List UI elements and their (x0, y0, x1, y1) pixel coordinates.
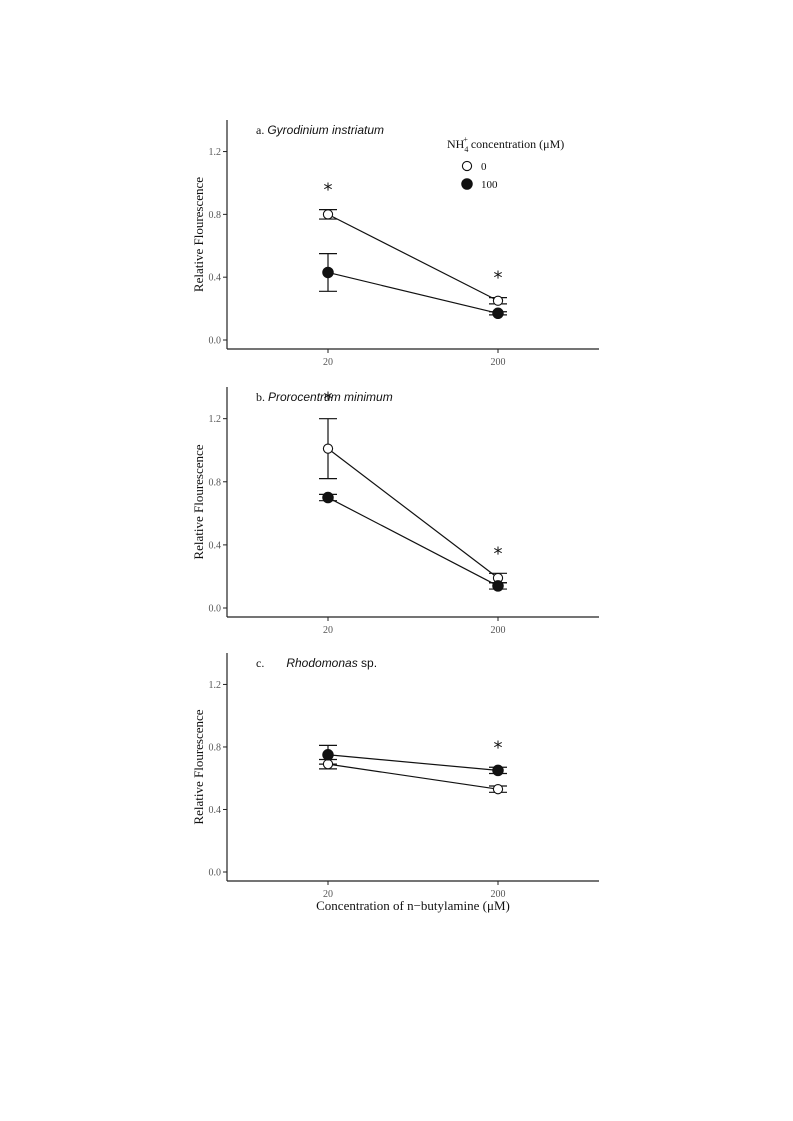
y-tick-label: 0.8 (209, 742, 222, 753)
legend-title: NH4+ concentration (μM) (447, 135, 564, 154)
data-point-100 (492, 580, 504, 592)
panel-label: b. (256, 390, 268, 404)
x-tick-label: 20 (323, 357, 333, 368)
significance-star: * (494, 268, 503, 289)
y-tick-label: 0.8 (209, 477, 222, 488)
data-point-0 (492, 784, 504, 795)
series-line-100 (327, 754, 499, 772)
y-tick-label: 1.2 (209, 680, 222, 691)
y-axis-label: Relative Flourescence (191, 444, 206, 559)
x-tick-label: 200 (491, 625, 506, 636)
chart-panel-1: 0.0 0.4 0.8 1.2 20 200 Relative Flourescence a.… (191, 120, 599, 368)
legend-label-100: 100 (481, 179, 498, 191)
legend-title-subscript: 4 (464, 145, 468, 154)
chart-panel-3: 0.0 0.4 0.8 1.2 20 200 Relative Flourescence c.… (191, 653, 599, 913)
significance-star: * (324, 389, 333, 410)
y-tick-label: 0.8 (209, 210, 222, 221)
y-tick-label: 0.4 (209, 540, 222, 551)
data-point-0 (492, 295, 504, 306)
x-tick-label: 200 (491, 357, 506, 368)
x-tick-label: 20 (323, 625, 333, 636)
series-line-100 (327, 497, 499, 587)
y-tick-label: 1.2 (209, 147, 222, 158)
y-tick-label: 0.4 (209, 805, 222, 816)
panel-title: b. Prorocentrum minimum (256, 390, 393, 404)
data-point-0 (322, 759, 334, 770)
legend-title-suffix: concentration (μM) (468, 137, 564, 151)
panel-label: a. (256, 123, 267, 137)
legend-label-0: 0 (481, 161, 487, 173)
chart-panel-2: 0.0 0.4 0.8 1.2 20 200 Relative Flourescence b.… (191, 387, 599, 636)
data-point-100 (322, 749, 334, 761)
significance-star: * (324, 180, 333, 201)
series-line-0 (327, 448, 499, 579)
y-tick-label: 0.0 (209, 336, 222, 347)
species-name: Rhodomonas (286, 656, 357, 670)
significance-star: * (494, 737, 503, 758)
panel-title: c. Rhodomonas sp. (256, 656, 377, 670)
species-name: Prorocentrum minimum (268, 390, 393, 404)
legend-title-prefix: NH (447, 137, 465, 151)
data-point-0 (322, 443, 334, 454)
data-point-100 (492, 764, 504, 777)
legend-title-superscript: + (463, 135, 468, 144)
species-name: Gyrodinium instriatum (267, 123, 384, 137)
y-tick-label: 0.0 (209, 604, 222, 615)
data-point-100 (492, 307, 504, 320)
y-tick-label: 0.0 (209, 868, 222, 879)
x-tick-label: 20 (323, 889, 333, 900)
y-axis-label: Relative Flourescence (191, 709, 206, 824)
series-line-0 (327, 213, 499, 302)
legend-marker-100 (461, 178, 473, 190)
panel-title: a. Gyrodinium instriatum (256, 123, 384, 137)
series-line-100 (327, 271, 499, 314)
legend: NH4+ concentration (μM) 0 100 (447, 135, 564, 191)
legend-marker-0 (461, 160, 473, 172)
data-point-100 (322, 491, 334, 504)
data-point-100 (322, 266, 334, 279)
x-tick-label: 200 (491, 889, 506, 900)
series-line-0 (327, 763, 499, 790)
y-tick-label: 1.2 (209, 414, 222, 425)
y-tick-label: 0.4 (209, 273, 222, 284)
panel-label: c. (256, 656, 264, 670)
significance-star: * (494, 543, 503, 564)
data-point-0 (322, 209, 334, 220)
x-axis-label: Concentration of n−butylamine (μM) (316, 898, 510, 913)
species-suffix: sp. (358, 656, 377, 670)
y-axis-label: Relative Flourescence (191, 177, 206, 292)
